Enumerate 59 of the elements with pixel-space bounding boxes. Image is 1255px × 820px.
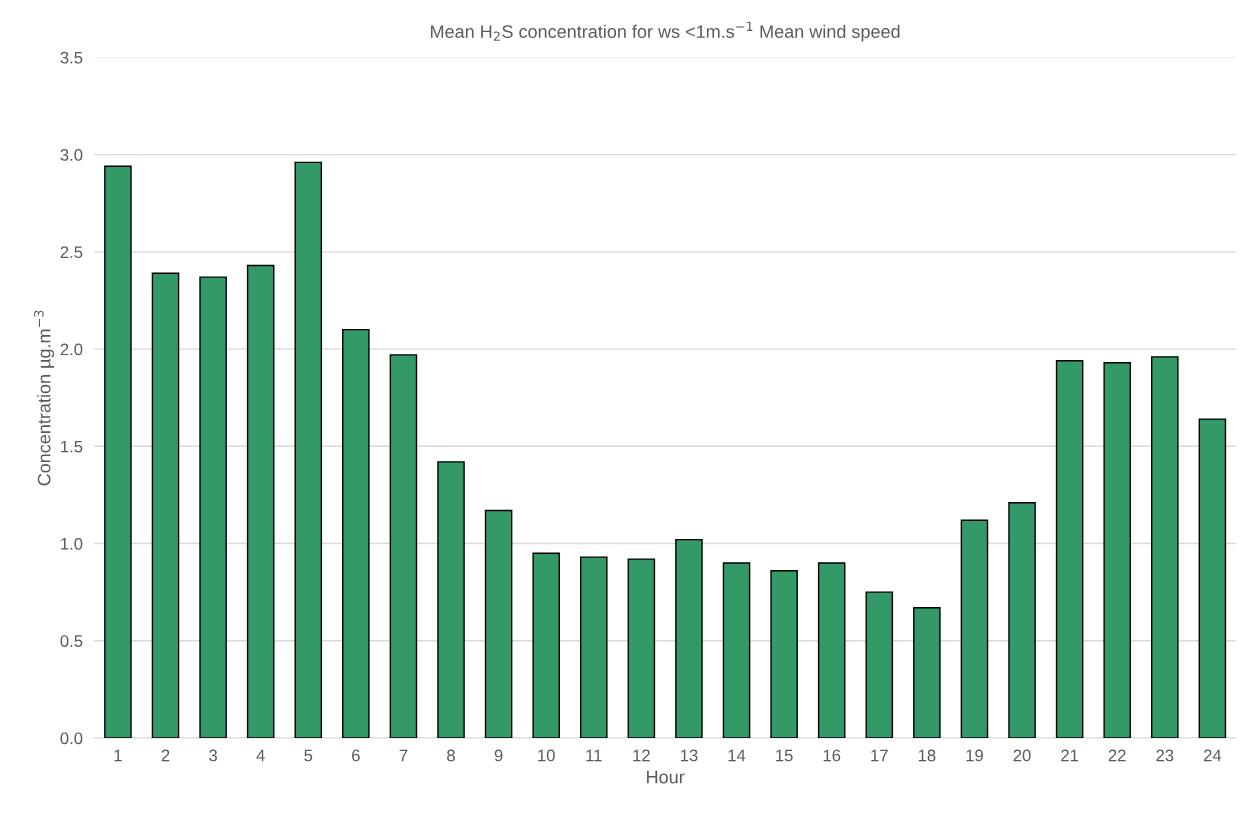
x-tick-label: 1	[114, 749, 122, 762]
bar	[770, 570, 798, 738]
x-tick-label: 16	[823, 749, 841, 762]
y-tick-label: 2.5	[60, 246, 83, 259]
x-tick-label: 3	[209, 749, 217, 762]
bar	[865, 591, 894, 738]
bar	[389, 354, 418, 738]
bar	[913, 607, 941, 738]
bar	[199, 276, 227, 738]
y-tick-label: 0.5	[60, 635, 83, 647]
x-axis-title: Hour	[647, 770, 685, 784]
x-tick-label: 23	[1156, 749, 1174, 762]
bar	[532, 552, 560, 738]
x-tick-label: 5	[304, 749, 313, 762]
bar	[1151, 356, 1179, 738]
y-tick-label: 0.0	[60, 732, 83, 745]
x-tick-label: 12	[633, 749, 650, 762]
y-tick-label: 3.0	[60, 149, 83, 161]
bar	[1103, 362, 1131, 738]
bar	[960, 519, 989, 738]
x-tick-label: 6	[352, 749, 360, 762]
x-tick-label: 20	[1013, 749, 1031, 762]
bar	[675, 538, 703, 738]
bar	[484, 509, 513, 738]
x-tick-label: 7	[399, 749, 408, 762]
x-tick-label: 14	[728, 749, 746, 762]
bar	[1198, 418, 1227, 738]
x-tick-label: 19	[966, 749, 983, 762]
bar	[437, 461, 465, 738]
x-tick-label: 17	[871, 749, 888, 762]
bar	[579, 556, 608, 738]
x-tick-label: 2	[161, 749, 170, 762]
y-tick-label: 1.5	[61, 440, 83, 453]
bar	[151, 272, 180, 738]
bar	[104, 165, 132, 738]
bar	[817, 562, 846, 738]
bar	[1055, 360, 1084, 738]
chart-title: Mean H$_{2}$S concentration for ws <1m.s$^{−1}$ Mean wind speed	[431, 21, 900, 42]
x-tick-label: 11	[586, 749, 602, 762]
x-tick-label: 22	[1108, 749, 1126, 762]
x-tick-label: 9	[494, 749, 503, 762]
y-axis-title: Concentration µg.m$^{−3}$	[34, 310, 55, 486]
bar	[627, 558, 656, 738]
x-tick-label: 24	[1203, 749, 1222, 762]
bar	[722, 562, 751, 738]
y-tick-label: 1.0	[61, 537, 83, 550]
bar	[294, 161, 323, 738]
x-tick-label: 8	[447, 749, 455, 762]
x-tick-label: 4	[256, 749, 265, 762]
bar	[342, 328, 370, 738]
x-tick-label: 10	[538, 749, 555, 762]
y-tick-label: 3.5	[60, 51, 83, 64]
x-tick-label: 15	[776, 749, 793, 762]
bar	[246, 264, 275, 738]
x-tick-label: 13	[680, 749, 698, 762]
x-tick-label: 21	[1061, 749, 1079, 762]
x-tick-label: 18	[918, 749, 936, 762]
y-tick-label: 2.0	[60, 343, 83, 356]
bar	[1008, 502, 1036, 738]
